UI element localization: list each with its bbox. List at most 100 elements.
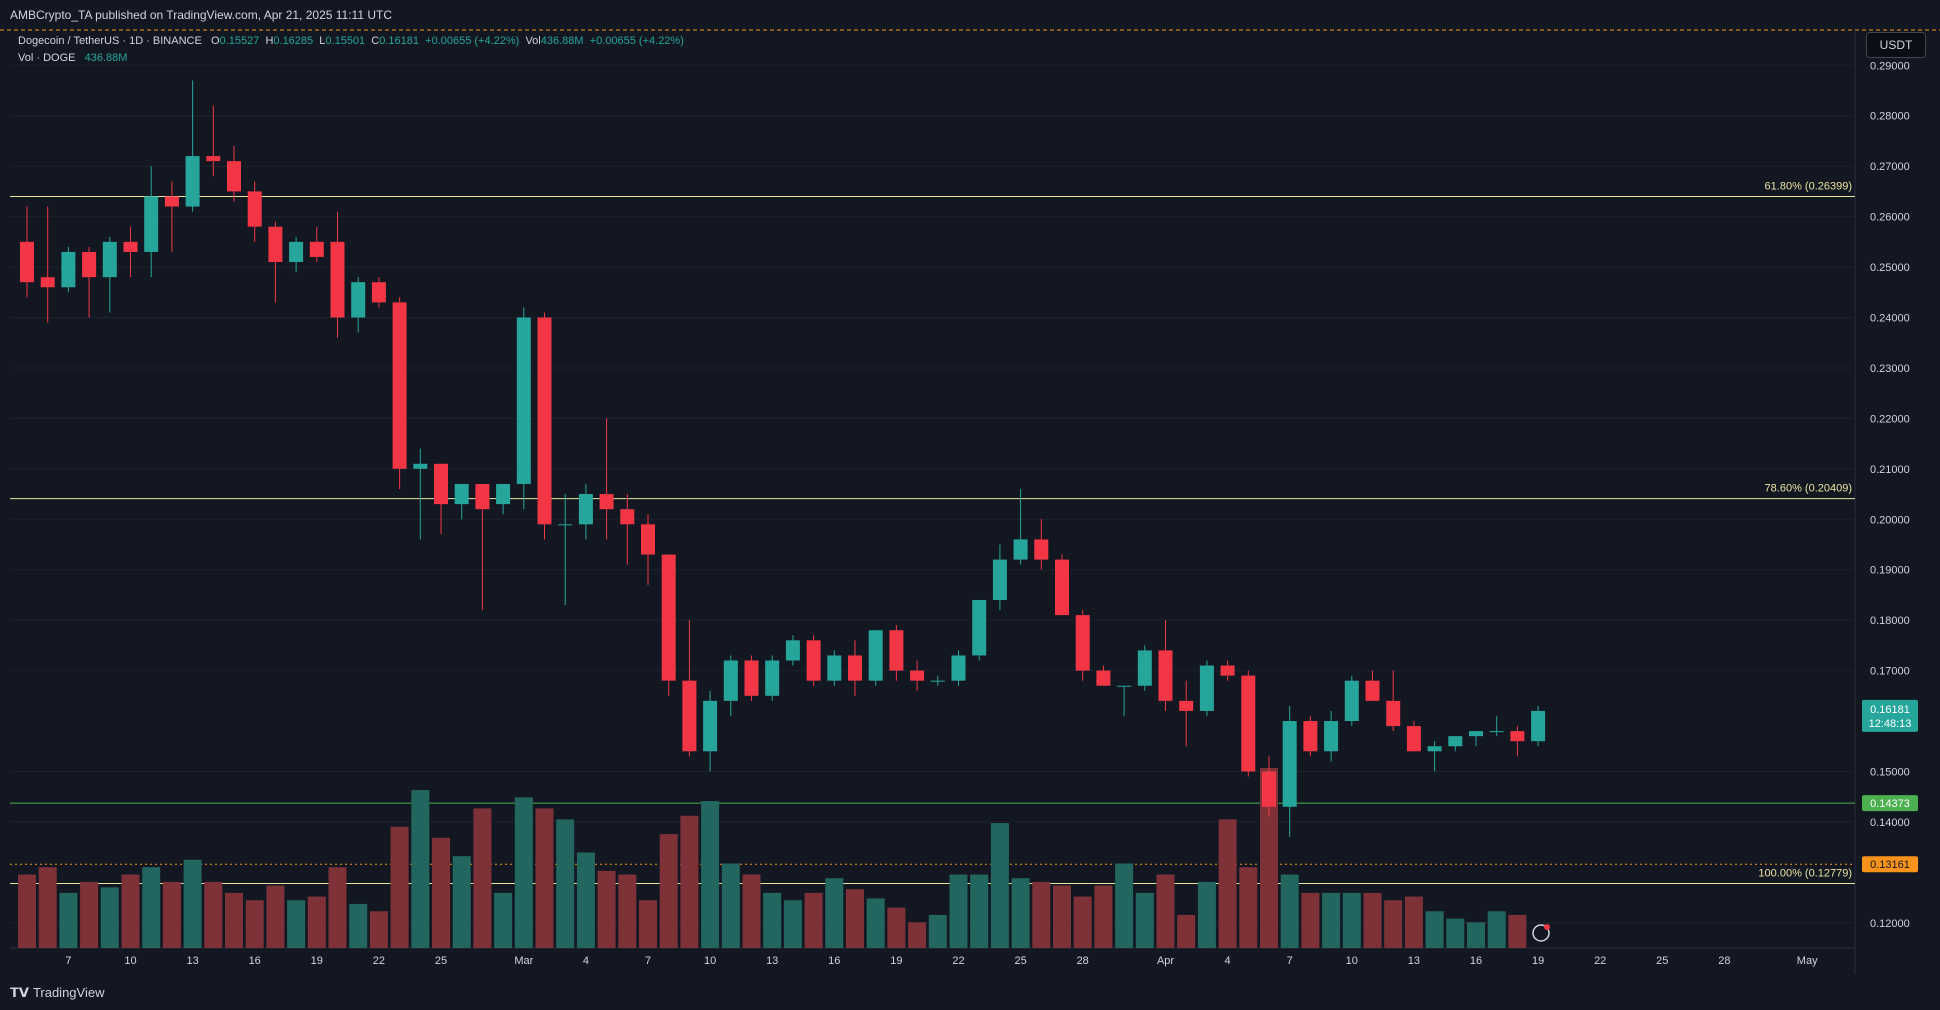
volume-bar bbox=[1135, 892, 1154, 948]
volume-bar bbox=[328, 867, 347, 948]
volume-bar bbox=[390, 826, 409, 948]
volume-legend[interactable]: Vol · DOGE 436.88M bbox=[18, 52, 127, 64]
time-tick-label: Apr bbox=[1157, 955, 1174, 967]
currency-button[interactable]: USDT bbox=[1866, 32, 1926, 58]
tradingview-footer[interactable]: 𝗧𝗩 TradingView bbox=[10, 985, 104, 1001]
candle-body bbox=[537, 317, 552, 525]
volume-bar bbox=[742, 874, 761, 948]
volume-bar bbox=[763, 892, 782, 948]
candle-body bbox=[641, 524, 655, 555]
time-tick-label: 25 bbox=[435, 955, 447, 967]
time-tick-label: 19 bbox=[311, 955, 323, 967]
volume-bar bbox=[908, 922, 927, 948]
volume-bar bbox=[1260, 768, 1278, 948]
candle-body bbox=[496, 483, 511, 505]
open-value: 0.15527 bbox=[219, 35, 260, 47]
volume-bar bbox=[1363, 892, 1382, 948]
candle-body bbox=[703, 700, 718, 752]
candle-body bbox=[930, 680, 945, 682]
volume-bar bbox=[639, 900, 657, 948]
candle-body bbox=[20, 241, 34, 283]
level-price-text: 0.14373 bbox=[1870, 798, 1910, 810]
volume-bar bbox=[1322, 892, 1341, 948]
price-tick-label: 0.17000 bbox=[1870, 666, 1910, 678]
volume-bar bbox=[514, 797, 533, 948]
level-price-tag bbox=[1862, 856, 1918, 873]
volume-bar bbox=[204, 881, 223, 948]
alert-clock-icon bbox=[1532, 924, 1550, 942]
volume-bar bbox=[307, 896, 326, 948]
price-tick-label: 0.19000 bbox=[1870, 565, 1910, 577]
candle-body bbox=[1117, 685, 1132, 687]
volume-bar bbox=[659, 834, 678, 948]
price-tick-label: 0.14000 bbox=[1870, 817, 1910, 829]
volume-bar bbox=[1011, 878, 1030, 948]
volume-bar bbox=[1280, 874, 1299, 948]
candle-body bbox=[558, 524, 573, 526]
candle-body bbox=[1262, 771, 1276, 807]
time-axis[interactable]: 7 10 13 16 19 22 25 Mar 4 7 10 13 16 19 22 25 28 Apr 4 7 10 1… bbox=[65, 955, 1818, 967]
last-price-value: 0.16181 bbox=[1870, 704, 1910, 716]
volume-bar bbox=[369, 911, 388, 948]
time-tick-label: 16 bbox=[828, 955, 840, 967]
volume-bar bbox=[846, 889, 864, 948]
candle-body bbox=[516, 317, 531, 484]
candle-body bbox=[1386, 700, 1401, 727]
volume-indicator-label: Vol · DOGE bbox=[18, 52, 76, 64]
volume-bar bbox=[990, 823, 1009, 948]
volume-bar bbox=[1508, 914, 1527, 948]
volume-bar bbox=[411, 790, 430, 948]
volume-bar bbox=[721, 863, 740, 948]
volume-bar bbox=[266, 885, 285, 948]
volume-bar bbox=[1487, 911, 1506, 948]
volume-bar bbox=[432, 837, 450, 948]
symbol-legend[interactable]: Dogecoin / TetherUS · 1D · BINANCE O0.15… bbox=[18, 35, 684, 47]
volume-bar bbox=[494, 892, 513, 948]
last-price-tag bbox=[1862, 699, 1918, 732]
price-tick-label: 0.20000 bbox=[1870, 514, 1910, 526]
candle-body bbox=[1075, 615, 1090, 671]
time-tick-label: 25 bbox=[1656, 955, 1668, 967]
time-tick-label: 13 bbox=[1408, 955, 1420, 967]
candle-body bbox=[868, 630, 883, 681]
candle-body bbox=[806, 640, 821, 681]
time-tick-label: 16 bbox=[1470, 955, 1482, 967]
volume-bar bbox=[1218, 819, 1237, 948]
volume-bar bbox=[970, 874, 989, 948]
open-label: O bbox=[210, 35, 220, 47]
candle-body bbox=[102, 241, 117, 278]
candle-body bbox=[599, 494, 614, 510]
candle-body bbox=[475, 483, 490, 510]
time-tick-label: 10 bbox=[704, 955, 716, 967]
high-label: H bbox=[265, 35, 274, 47]
candlesticks bbox=[20, 80, 1546, 838]
candle-body bbox=[1406, 726, 1421, 752]
vol-value: 436.88M bbox=[540, 35, 584, 47]
volume-bar bbox=[535, 808, 554, 948]
volume-bar bbox=[1384, 900, 1403, 948]
volume-bar bbox=[1425, 911, 1444, 948]
volume-bar bbox=[183, 859, 202, 948]
price-axis[interactable]: 0.29000 0.28000 0.27000 0.26000 0.25000 0.240… bbox=[1870, 60, 1910, 929]
volume-bar bbox=[142, 867, 161, 948]
top-bar: AMBCrypto_TA published on TradingView.co… bbox=[0, 0, 1940, 30]
candle-body bbox=[682, 680, 697, 752]
grid-lines bbox=[0, 29, 1940, 974]
time-tick-label: 7 bbox=[1287, 955, 1293, 967]
time-tick-label: 22 bbox=[952, 955, 964, 967]
candle-body bbox=[723, 660, 738, 701]
candle-body bbox=[185, 156, 200, 207]
volume-bar bbox=[1446, 918, 1465, 948]
time-tick-label: 28 bbox=[1718, 955, 1730, 967]
volume-bar bbox=[225, 892, 243, 948]
candle-body bbox=[910, 670, 925, 681]
volume-bar bbox=[928, 914, 947, 948]
candle-body bbox=[785, 640, 800, 661]
price-tick-label: 0.18000 bbox=[1870, 615, 1910, 627]
candle-body bbox=[661, 554, 676, 681]
time-tick-label: May bbox=[1797, 955, 1818, 967]
candle-body bbox=[1427, 746, 1442, 752]
candle-body bbox=[992, 559, 1007, 600]
time-tick-label: 28 bbox=[1077, 955, 1089, 967]
